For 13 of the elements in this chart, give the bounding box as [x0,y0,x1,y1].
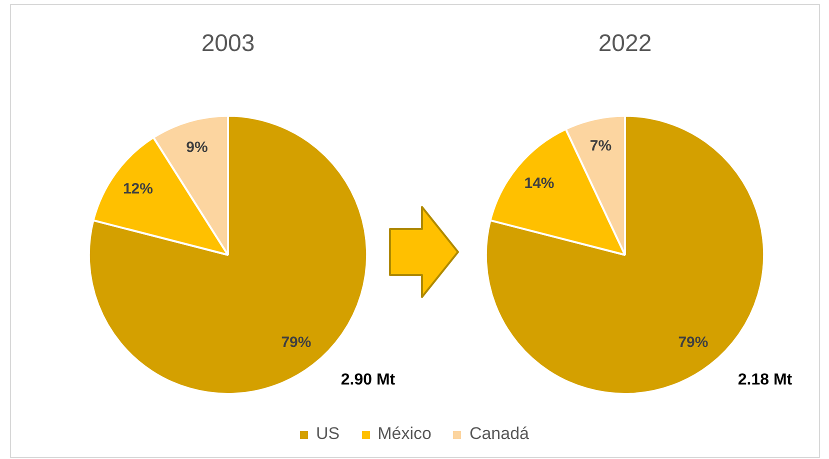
data-label: 9% [186,139,208,156]
data-label: 79% [281,334,312,351]
data-label: 79% [678,334,708,351]
legend-label: US [314,424,340,444]
legend-label: México [376,424,432,444]
text: 2.90 Mt [340,371,396,388]
data-label: 14% [524,175,554,192]
legend-label: Canadá [468,424,530,444]
chart-title: 2022 [598,30,652,58]
text: 2.18 Mt [738,371,793,388]
data-label: 12% [122,180,153,198]
data-label: 7% [590,137,612,154]
chart-title: 2003 [201,30,255,58]
